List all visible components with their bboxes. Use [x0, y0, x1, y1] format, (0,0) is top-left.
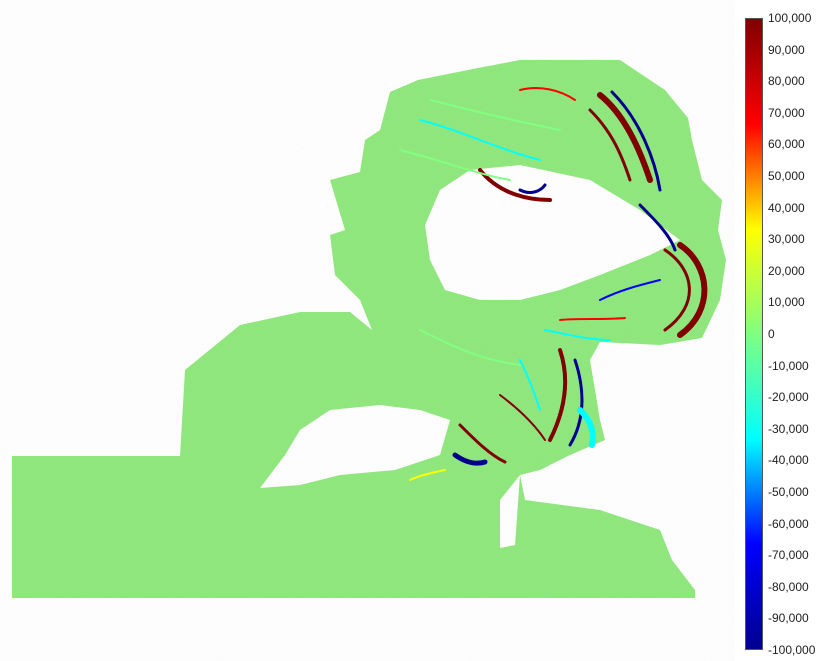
colorbar-tick-label: -30,000: [768, 421, 809, 436]
heatmap-streaks: [399, 87, 708, 481]
hotspot-streak: [677, 242, 708, 338]
hotspot-streak: [568, 358, 584, 447]
hotspot-streak: [519, 87, 576, 101]
hotspot-streak: [518, 183, 547, 194]
colorbar-tick-label: 50,000: [768, 169, 805, 183]
hotspot-streak: [559, 317, 626, 321]
colorbar-tick-label: 0: [768, 327, 775, 341]
colorbar-tick-label: 60,000: [768, 137, 805, 152]
hotspot-streak: [599, 279, 661, 301]
colorbar-tick-label: 70,000: [768, 105, 805, 120]
colorbar-tick-label: -40,000: [768, 453, 809, 468]
flow-streak: [409, 469, 446, 481]
flow-streak: [419, 119, 541, 161]
colorbar-tick-label: 20,000: [768, 263, 805, 278]
hotspot-streak: [544, 329, 611, 341]
domain-region: [12, 60, 726, 598]
hotspot-streak: [548, 348, 568, 442]
colorbar-tick-label: -10,000: [768, 358, 809, 373]
colorbar-tick-label: -20,000: [768, 390, 809, 405]
flow-streak: [419, 329, 521, 366]
colorbar-tick-label: -80,000: [768, 579, 809, 594]
colorbar-tick-label: 30,000: [768, 232, 805, 247]
hotspot-streak: [478, 168, 552, 202]
colorbar-tick-label: 100,000: [768, 11, 812, 25]
hotspot-streak: [499, 394, 546, 441]
flow-streak: [429, 99, 561, 131]
colorbar-tick-label: 40,000: [768, 200, 805, 215]
colorbar-tick-label: 90,000: [768, 42, 805, 57]
colorbar-tick-label: 80,000: [768, 74, 805, 89]
hotspot-streak: [610, 90, 662, 192]
hotspot-streak: [458, 423, 507, 464]
colorbar-ticks: 100,000 90,000 80,000 70,000 60,000 50,000 40,…: [768, 0, 828, 661]
heatmap-field: [0, 0, 735, 661]
colorbar-tick-label: -70,000: [768, 548, 809, 563]
colorbar-tick-label: -60,000: [768, 516, 809, 531]
hotspot-streak: [638, 203, 677, 252]
hotspot-streak: [597, 92, 653, 183]
hotspot-streak: [519, 359, 541, 411]
colorbar-tick-label: 10,000: [768, 295, 805, 310]
hotspot-streak: [663, 248, 691, 332]
flow-streak: [399, 149, 511, 181]
heatmap-plot: [0, 0, 735, 661]
colorbar-tick-label: -90,000: [768, 611, 809, 626]
hotspot-streak: [452, 452, 488, 466]
colorbar: [745, 18, 763, 650]
hotspot-streak: [588, 108, 632, 182]
colorbar-tick-label: -100,000: [768, 643, 816, 657]
colorbar-tick-label: -50,000: [768, 485, 809, 499]
hotspot-streak: [577, 407, 596, 448]
